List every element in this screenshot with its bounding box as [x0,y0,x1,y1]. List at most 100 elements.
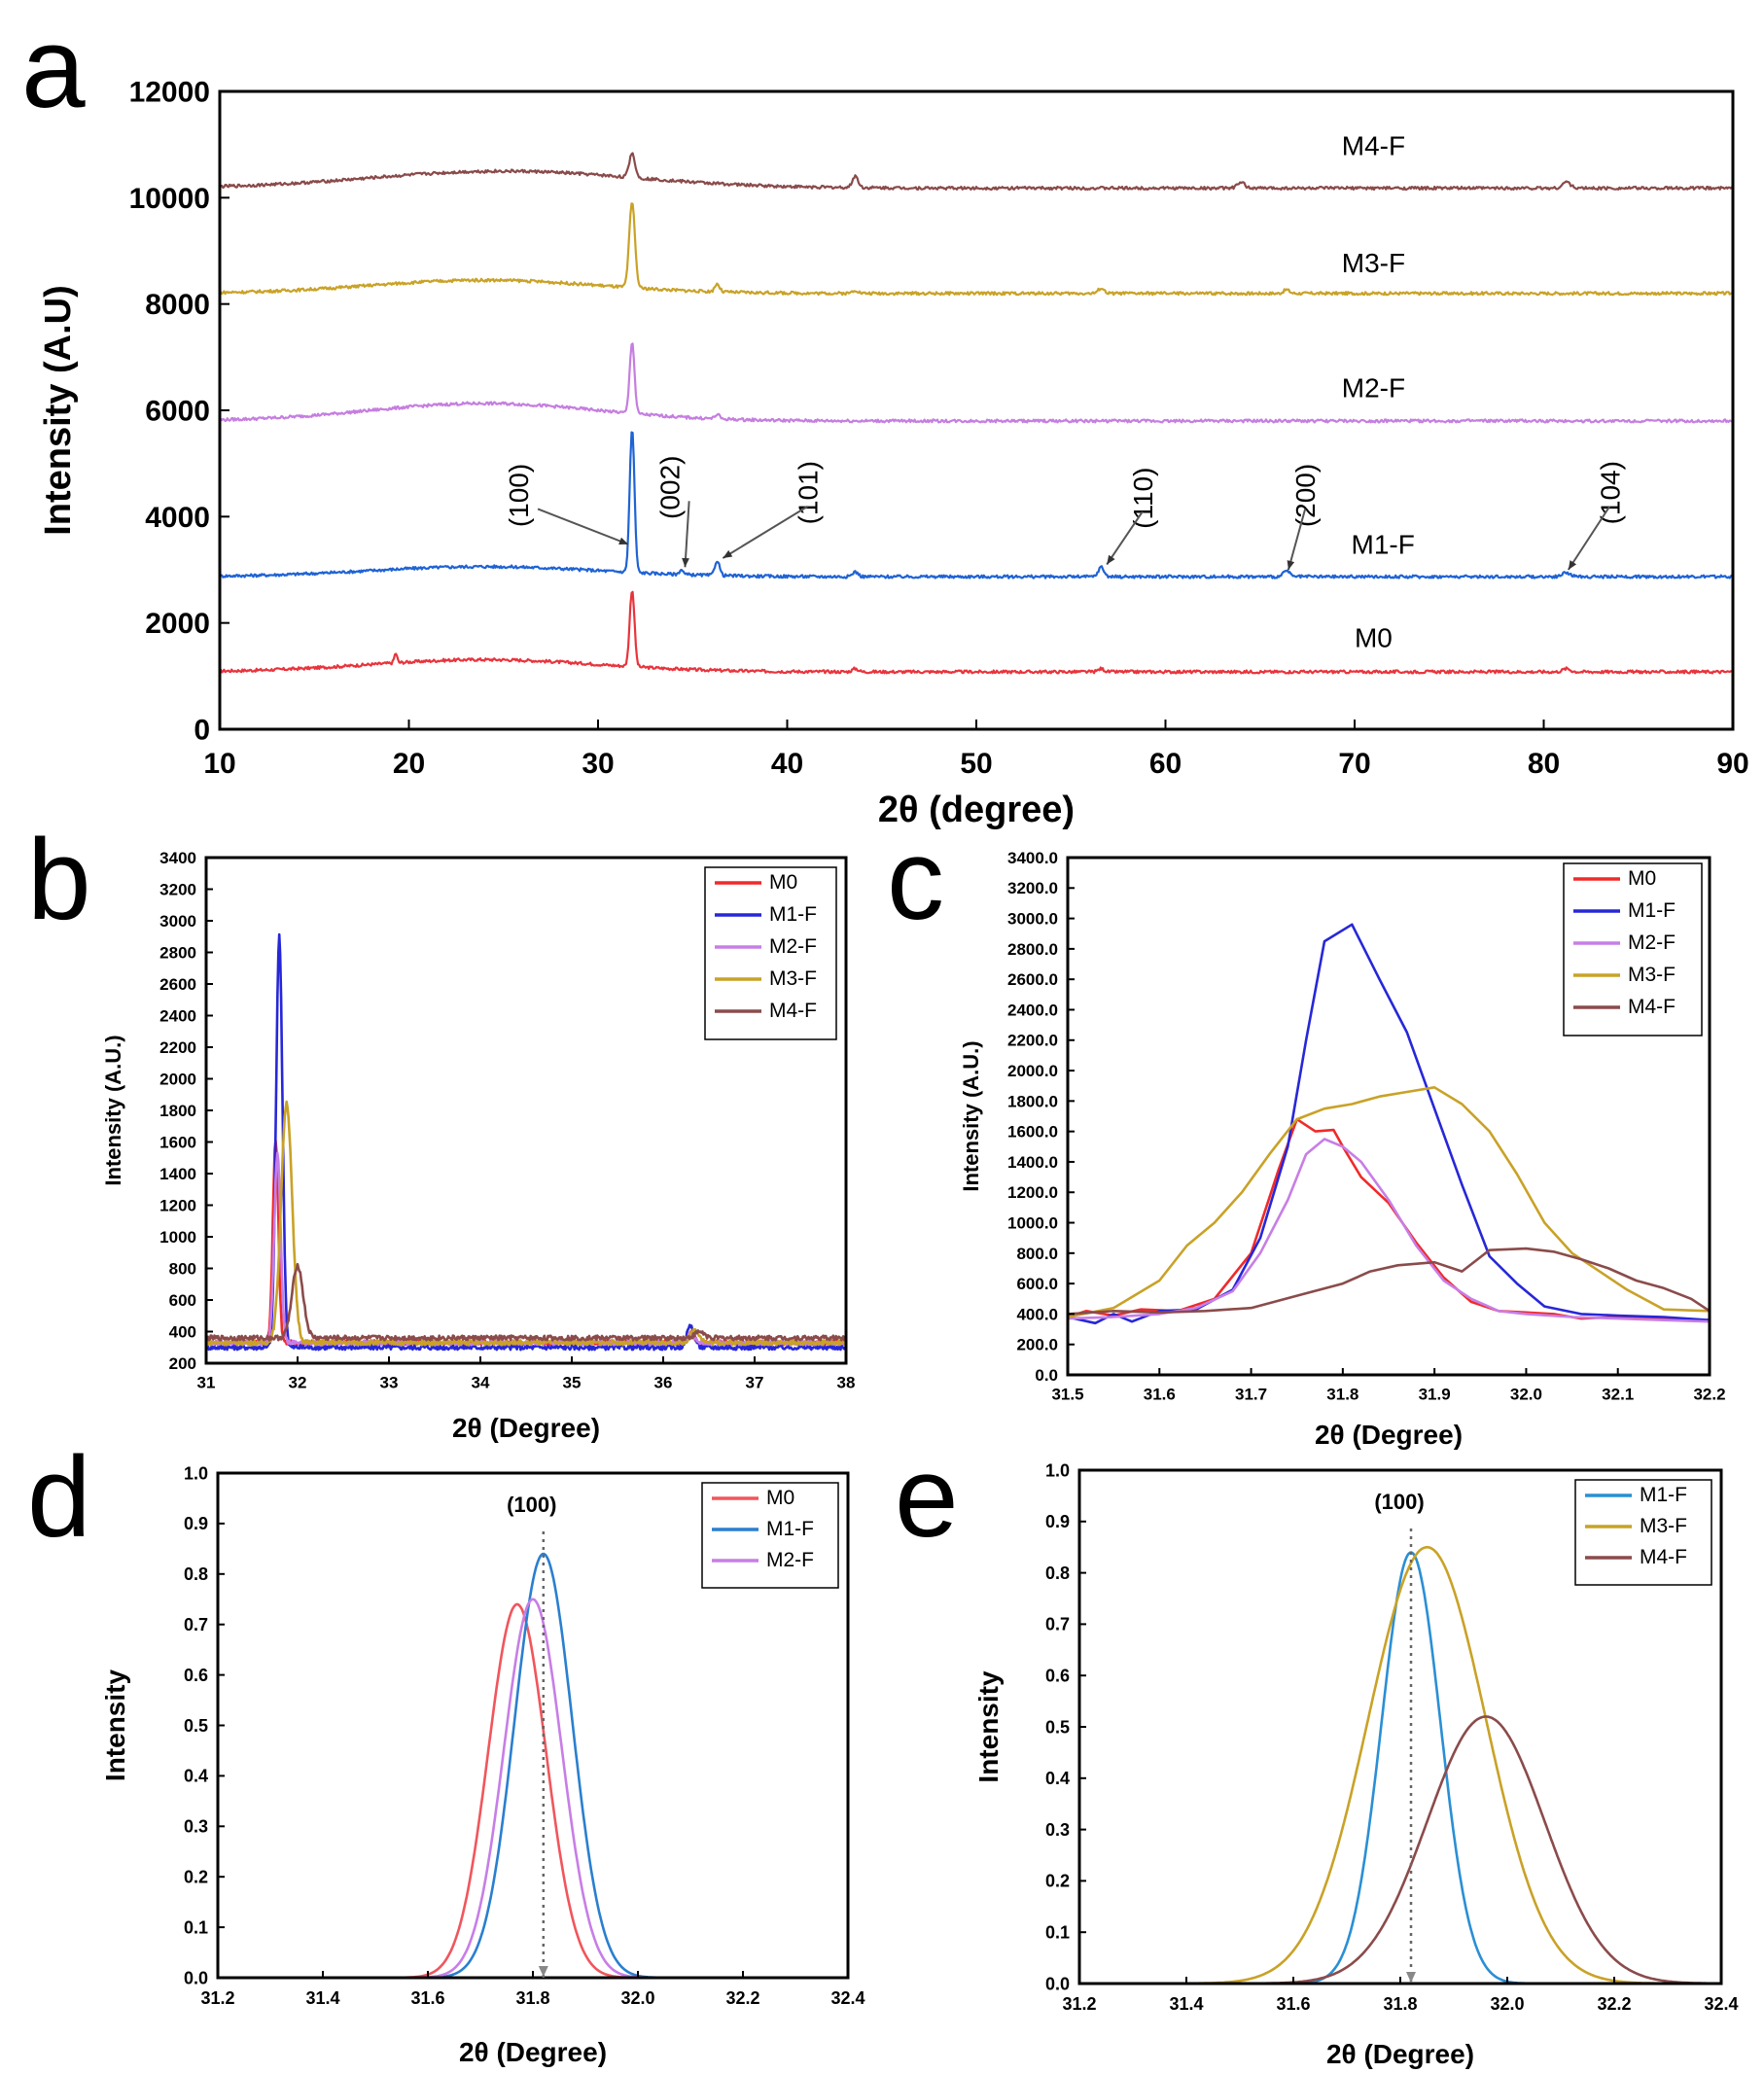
curve-label: M0 [1355,622,1393,652]
x-tick-label: 35 [563,1374,582,1392]
y-tick-label: 200.0 [1016,1336,1058,1354]
hkl-arrow [722,505,809,559]
y-tick-label: 0.9 [1045,1512,1070,1531]
series-line-m4-f [206,1262,846,1342]
y-tick-label: 2600.0 [1007,970,1058,989]
x-tick-label: 31.2 [200,1988,234,2008]
y-tick-label: 2800.0 [1007,940,1058,959]
series-line-m1-f [218,1552,848,1978]
y-tick-label: 2600 [159,975,196,994]
series-group [218,1552,848,1978]
legend-label: M3-F [1640,1515,1687,1537]
y-tick-label: 600.0 [1016,1275,1058,1293]
y-tick-label: 0.0 [1035,1366,1058,1385]
curve-label: M4-F [1342,131,1405,161]
legend-box [701,1482,839,1589]
plot-b: 31 32 33 34 35 36 37 38 200 400 600 800 1000 1200 1400… [101,849,855,1443]
legend-label: M2-F [1628,931,1676,954]
hkl-arrowhead [1287,560,1295,570]
y-tick-label: 0.5 [1045,1717,1070,1737]
series-line-m3-f [1079,1545,1721,1984]
y-tick-label: 0.3 [184,1817,208,1837]
panel-a: a 10 20 30 40 50 60 70 80 90 0 2000 4000 6000 8000 100… [21,4,1749,830]
x-tick-label: 31.8 [1326,1386,1358,1404]
hkl-label: (100) [504,464,534,527]
y-tick-label: 3200 [159,880,196,898]
y-tick-label: 2000 [145,608,210,640]
y-tick-label: 4000 [145,502,210,534]
legend: M0 M1-F M2-F [701,1482,839,1589]
panel-c: c 31.5 31.6 31.7 31.8 31.9 32.0 32.1 32.2 0.0 200… [887,816,1726,1450]
y-tick-label: 0.1 [1045,1923,1070,1943]
series-line-m2-f [220,342,1733,424]
x-axis-title: 2θ (Degree) [1315,1420,1463,1450]
plot-d: 31.2 31.4 31.6 31.8 32.0 32.2 32.4 0.0 0.1 0.2 0.3… [100,1463,865,2067]
y-tick-label: 800 [169,1259,196,1278]
legend-label: M4-F [1640,1546,1687,1568]
y-tick-label: 0 [194,715,210,747]
legend-label: M2-F [769,935,817,958]
legend-label: M3-F [1628,964,1676,986]
peak-label: (100) [1374,1490,1424,1514]
y-tick-label: 0.6 [184,1666,208,1685]
x-tick-label: 31.2 [1062,1994,1096,2014]
y-tick-label: 1800.0 [1007,1092,1058,1110]
x-tick-label: 32.2 [725,1988,759,2008]
legend-label: M1-F [766,1518,814,1540]
series-line-m2-f [206,1151,846,1347]
y-tick-label: 3400 [159,849,196,867]
y-tick-label: 0.2 [1045,1872,1070,1891]
x-tick-label: 31.8 [1383,1994,1417,2014]
x-tick-label: 32 [289,1374,307,1392]
y-tick-label: 6000 [145,396,210,428]
x-tick-label: 70 [1338,748,1370,780]
panel-letter-e: e [895,1433,959,1562]
x-tick-label: 32.1 [1602,1386,1634,1404]
hkl-arrowhead [618,537,629,545]
series-line-m3-f [1068,1086,1710,1318]
x-tick-label: 31.5 [1051,1386,1083,1404]
y-tick-label: 3400.0 [1007,849,1058,867]
legend-box [1574,1479,1712,1586]
x-tick-label: 31.6 [1144,1386,1176,1404]
hkl-label: (002) [655,456,686,519]
hkl-arrowhead [682,557,689,568]
series-group [206,932,846,1352]
panel-letter-a: a [21,4,86,132]
legend-label: M1-F [1640,1484,1687,1506]
x-tick-label: 50 [960,748,992,780]
y-axis-title: Intensity (A.U.) [959,1040,983,1191]
y-tick-label: 3000.0 [1007,910,1058,929]
x-tick-label: 33 [380,1374,399,1392]
legend-label: M1-F [769,903,817,926]
hkl-label: (200) [1290,464,1321,527]
hkl-arrow [1106,510,1144,566]
series-line-m2-f [218,1598,848,1978]
y-tick-label: 0.3 [1045,1820,1070,1840]
series-line-m1-f [220,431,1733,580]
hkl-arrowhead [723,549,733,558]
y-tick-label: 3000 [159,912,196,931]
series-line-m3-f [220,202,1733,297]
y-tick-label: 1000 [159,1228,196,1247]
y-tick-label: 0.5 [184,1716,208,1736]
x-axis-title: 2θ (Degree) [459,2037,607,2067]
series-line-m1-f [1079,1551,1721,1984]
series-group [220,152,1733,675]
series-line-m4-f [220,152,1733,192]
y-tick-label: 1.0 [1045,1460,1070,1480]
x-tick-label: 60 [1149,748,1182,780]
y-tick-label: 0.8 [1045,1564,1070,1583]
legend-label: M0 [766,1487,794,1509]
peak-marker-arrow [538,1966,548,1977]
legend-label: M4-F [769,1000,817,1022]
y-tick-label: 2200.0 [1007,1032,1058,1050]
x-tick-label: 34 [472,1374,490,1392]
y-tick-label: 400 [169,1322,196,1341]
y-tick-label: 200 [169,1354,196,1373]
x-tick-label: 31.4 [305,1988,339,2008]
hkl-arrowhead [1568,560,1577,570]
panel-letter-c: c [887,816,944,944]
series-line-m0 [206,1139,846,1347]
